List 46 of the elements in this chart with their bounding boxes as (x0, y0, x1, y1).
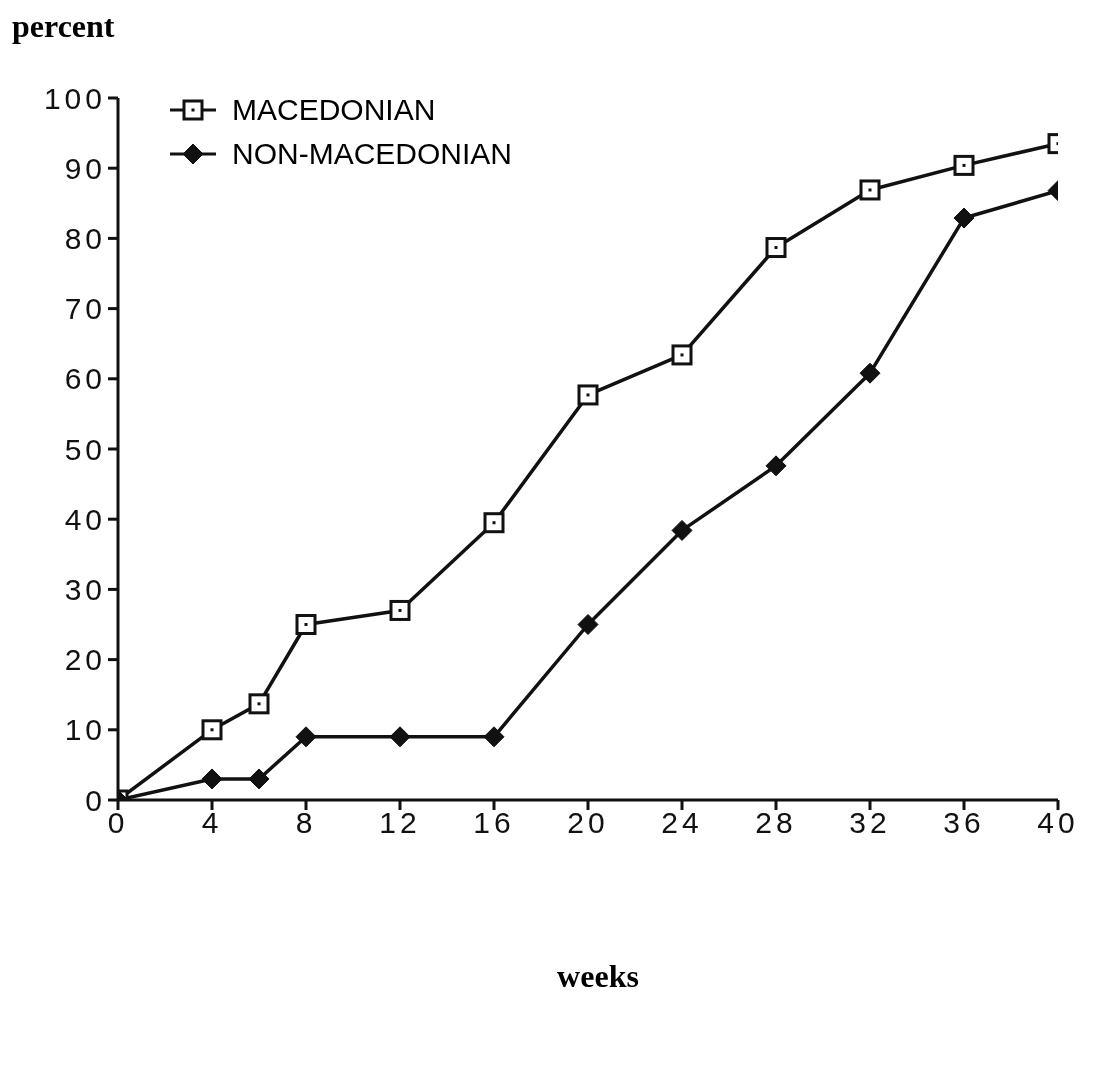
point (483, 726, 505, 748)
y-tick-label: 90 (64, 151, 106, 185)
legend-label: MACEDONIAN (232, 93, 436, 127)
point (295, 614, 317, 635)
point (389, 726, 411, 748)
y-axis-title: percent (11, 8, 116, 46)
point (953, 154, 975, 176)
x-tick-label: 40 (1037, 806, 1079, 840)
point (671, 519, 693, 541)
point (953, 207, 975, 229)
x-tick-label: 36 (943, 806, 985, 840)
y-tick-label: 0 (85, 783, 106, 817)
x-tick-label: 8 (295, 806, 317, 840)
point (765, 237, 787, 259)
x-tick-label: 16 (473, 806, 515, 840)
y-tick-label: 30 (64, 573, 106, 607)
point (577, 614, 599, 635)
y-tick-label: 40 (64, 502, 106, 536)
point (483, 512, 505, 534)
x-tick-label: 0 (107, 806, 129, 840)
x-tick-label: 28 (755, 806, 797, 840)
point (765, 455, 787, 477)
y-tick-label: 60 (64, 362, 106, 396)
y-tick-label: 10 (64, 713, 106, 747)
x-tick-label: 20 (567, 806, 609, 840)
point (671, 344, 693, 366)
point (248, 768, 270, 790)
point (859, 179, 881, 201)
point (295, 726, 317, 748)
point (201, 768, 223, 790)
x-axis-title: weeks (556, 958, 640, 995)
point (859, 362, 881, 384)
y-tick-label: 50 (64, 432, 106, 466)
x-tick-label: 12 (379, 806, 421, 840)
x-tick-label: 24 (661, 806, 703, 840)
x-tick-label: 4 (201, 806, 223, 840)
point (201, 719, 223, 741)
point (248, 693, 270, 715)
y-tick-label: 70 (64, 292, 106, 326)
y-tick-label: 20 (64, 643, 106, 677)
y-tick-label: 80 (64, 222, 106, 256)
y-tick-label: 100 (43, 81, 106, 115)
point (389, 599, 411, 621)
point (577, 384, 599, 406)
legend-label: NON-MACEDONIAN (232, 137, 513, 171)
x-tick-label: 32 (849, 806, 891, 840)
